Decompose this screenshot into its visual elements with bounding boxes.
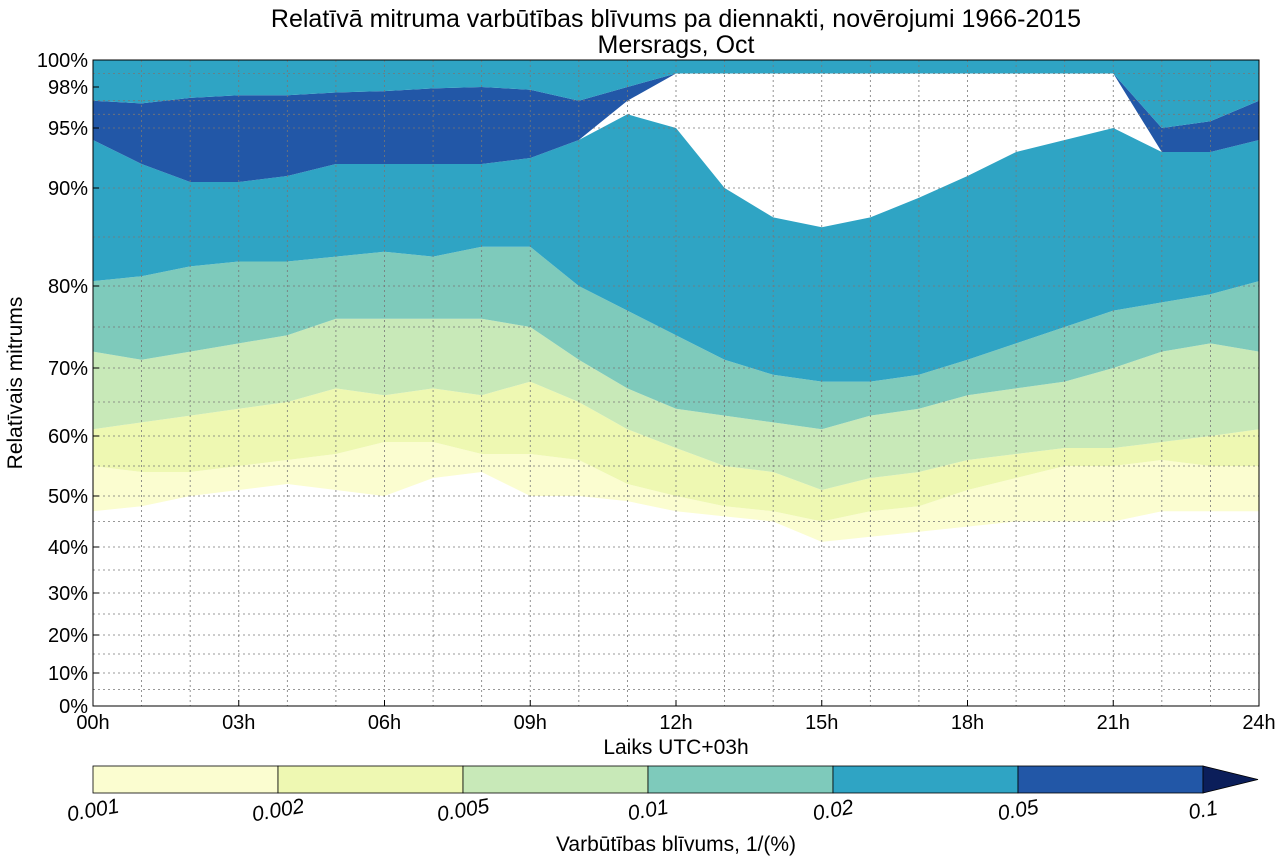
x-tick-label: 12h (659, 712, 692, 734)
x-tick-label: 15h (805, 712, 838, 734)
colorbar-tick-label: 0.05 (996, 796, 1041, 826)
y-tick-label: 100% (37, 50, 88, 72)
colorbar-segment (647, 765, 834, 794)
x-tick-label: 03h (222, 712, 255, 734)
colorbar: 0.001 0.002 0.005 0.01 0.02 0.05 0.1 (65, 765, 1259, 827)
y-tick-label: 95% (48, 118, 88, 140)
y-tick-label: 50% (48, 486, 88, 508)
y-axis-label: Relatīvais mitrums (4, 297, 27, 470)
y-tick-label: 0% (59, 696, 88, 718)
y-tick-label: 10% (48, 663, 88, 685)
x-tick-label: 00h (76, 712, 109, 734)
y-tick-label: 20% (48, 625, 88, 647)
contour-band-4 (93, 246, 1259, 430)
chart-title: Relatīvā mitruma varbūtības blīvums pa d… (271, 5, 1081, 33)
x-tick-label: 18h (951, 712, 984, 734)
x-tick-label: 24h (1242, 712, 1275, 734)
colorbar-label: Varbūtības blīvums, 1/(%) (556, 833, 796, 856)
y-tick-label: 98% (48, 77, 88, 99)
colorbar-segment (832, 765, 1019, 794)
y-tick-label: 80% (48, 276, 88, 298)
colorbar-extend-arrow (1202, 765, 1259, 794)
y-tick-label: 40% (48, 537, 88, 559)
colorbar-segment (92, 765, 279, 794)
y-tick-label: 90% (48, 178, 88, 200)
x-axis-label: Laiks UTC+03h (603, 736, 748, 759)
colorbar-tick-label: 0.01 (626, 796, 670, 826)
x-tick-label: 09h (514, 712, 547, 734)
colorbar-tick-label: 0.002 (250, 795, 306, 827)
colorbar-tick-label: 0.02 (811, 796, 856, 826)
plot-area: 0%10%20%30%40%50%60%70%80%90%95%98%100% … (37, 50, 1276, 734)
y-tick-label: 30% (48, 583, 88, 605)
colorbar-tick-label: 0.005 (435, 795, 491, 827)
colorbar-tick-label: 0.1 (1187, 797, 1220, 825)
y-tick-label: 60% (48, 426, 88, 448)
x-tick-label: 21h (1097, 712, 1130, 734)
y-tick-label: 70% (48, 358, 88, 380)
chart-subtitle: Mersrags, Oct (598, 31, 755, 59)
colorbar-tick-label: 0.001 (65, 795, 121, 827)
colorbar-segment (462, 765, 649, 794)
x-tick-label: 06h (368, 712, 401, 734)
colorbar-segment (277, 765, 464, 794)
colorbar-segment (1017, 765, 1204, 794)
